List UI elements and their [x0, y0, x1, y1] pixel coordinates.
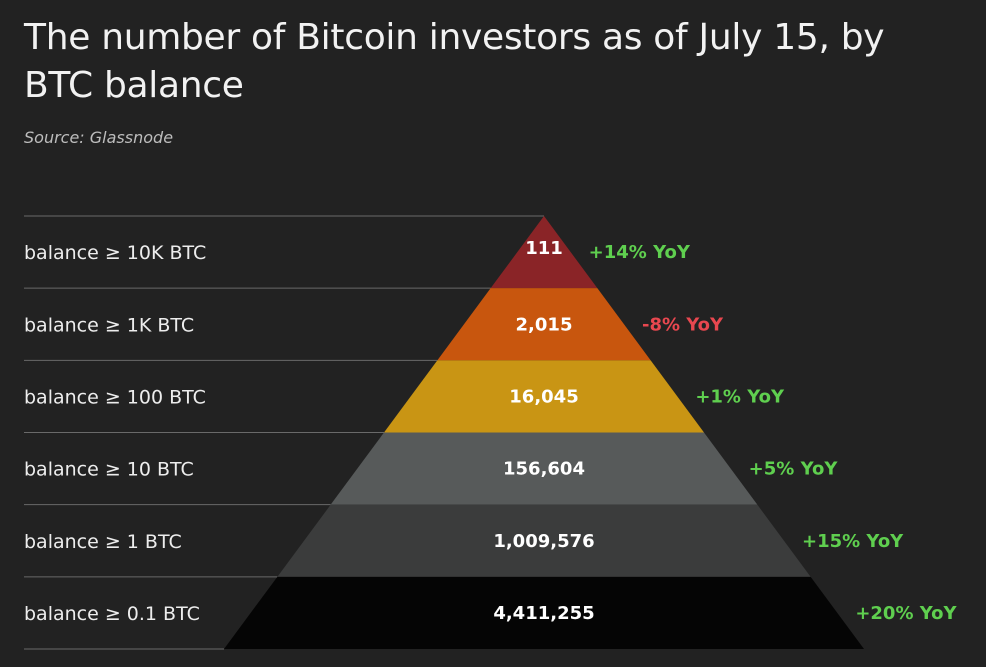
pyramid-tier — [437, 288, 651, 361]
investor-count-label: 16,045 — [509, 386, 578, 407]
balance-tier-label: balance ≥ 1K BTC — [24, 314, 194, 336]
yoy-change-label: +5% YoY — [749, 459, 839, 480]
balance-tier-label: balance ≥ 10K BTC — [24, 242, 206, 264]
investor-count-label: 1,009,576 — [493, 531, 594, 552]
balance-tier-label: balance ≥ 10 BTC — [24, 459, 194, 481]
pyramid-tier — [330, 432, 758, 505]
yoy-change-label: +20% YoY — [855, 603, 957, 624]
pyramid-tier — [384, 360, 704, 433]
balance-tier-label: balance ≥ 1 BTC — [24, 531, 182, 553]
balance-tier-label: balance ≥ 100 BTC — [24, 386, 206, 408]
investor-count-label: 156,604 — [503, 459, 585, 480]
investor-count-label: 4,411,255 — [493, 603, 594, 624]
yoy-change-label: +14% YoY — [589, 242, 691, 263]
yoy-change-label: +15% YoY — [802, 531, 904, 552]
chart-title: The number of Bitcoin investors as of Ju… — [24, 17, 885, 106]
yoy-change-label: -8% YoY — [642, 314, 724, 335]
pyramid-tier — [490, 216, 598, 289]
chart-source: Source: Glassnode — [24, 128, 174, 147]
pyramid-tier — [224, 576, 864, 649]
investor-count-label: 111 — [525, 238, 563, 259]
investor-count-label: 2,015 — [516, 314, 573, 335]
yoy-change-label: +1% YoY — [695, 386, 785, 407]
pyramid-tier — [277, 504, 811, 577]
balance-tier-label: balance ≥ 0.1 BTC — [24, 603, 200, 625]
